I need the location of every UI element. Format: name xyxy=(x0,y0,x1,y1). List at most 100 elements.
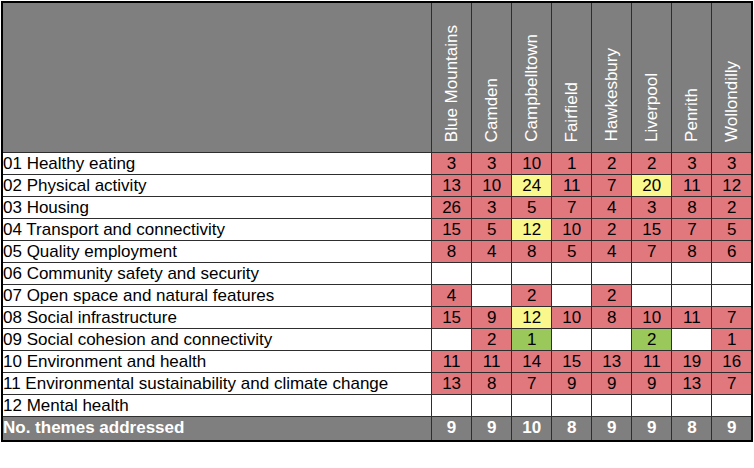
value-cell xyxy=(712,395,752,417)
value-cell: 5 xyxy=(712,219,752,241)
column-header-wollondilly: Wollondilly xyxy=(712,2,752,153)
value-cell: 7 xyxy=(552,197,592,219)
table-row: 12 Mental health xyxy=(2,395,752,417)
column-header-penrith: Penrith xyxy=(672,2,712,153)
value-cell: 10 xyxy=(632,307,672,329)
value-cell: 10 xyxy=(552,307,592,329)
value-cell: 13 xyxy=(432,175,472,197)
value-cell: 8 xyxy=(432,241,472,263)
row-label: 05 Quality employment xyxy=(2,241,432,263)
value-cell xyxy=(432,395,472,417)
column-header-label: Wollondilly xyxy=(723,61,740,142)
value-cell: 10 xyxy=(472,175,512,197)
value-cell: 11 xyxy=(672,307,712,329)
row-label: 01 Healthy eating xyxy=(2,153,432,175)
value-cell: 3 xyxy=(632,197,672,219)
value-cell: 11 xyxy=(472,351,512,373)
value-cell: 9 xyxy=(472,307,512,329)
value-cell xyxy=(512,263,552,285)
column-header-label: Campbelltown xyxy=(523,34,540,142)
value-cell: 11 xyxy=(552,175,592,197)
value-cell: 3 xyxy=(712,153,752,175)
value-cell xyxy=(632,285,672,307)
value-cell: 8 xyxy=(672,241,712,263)
table-row: 01 Healthy eating331012233 xyxy=(2,153,752,175)
value-cell: 5 xyxy=(552,241,592,263)
value-cell: 5 xyxy=(512,197,552,219)
column-header-liverpool: Liverpool xyxy=(632,2,672,153)
value-cell: 10 xyxy=(552,219,592,241)
table-row: 03 Housing263574382 xyxy=(2,197,752,219)
table-row: 11 Environmental sustainability and clim… xyxy=(2,373,752,395)
table-row: 06 Community safety and security xyxy=(2,263,752,285)
value-cell: 12 xyxy=(512,219,552,241)
column-header-camden: Camden xyxy=(472,2,512,153)
value-cell xyxy=(592,329,632,351)
table-row: 09 Social cohesion and connectivity2121 xyxy=(2,329,752,351)
table-row: 07 Open space and natural features422 xyxy=(2,285,752,307)
value-cell: 15 xyxy=(432,219,472,241)
corner-cell xyxy=(2,2,432,153)
row-label: 10 Environment and health xyxy=(2,351,432,373)
value-cell: 2 xyxy=(472,329,512,351)
row-label: 06 Community safety and security xyxy=(2,263,432,285)
value-cell xyxy=(552,263,592,285)
value-cell: 13 xyxy=(672,373,712,395)
row-label: 04 Transport and connectivity xyxy=(2,219,432,241)
table-row: 02 Physical activity131024117201112 xyxy=(2,175,752,197)
column-header-row: Blue MountainsCamden Campbelltown Fairfiel… xyxy=(2,2,752,153)
table-row: 05 Quality employment84854786 xyxy=(2,241,752,263)
value-cell xyxy=(672,263,712,285)
themes-matrix-figure: Blue MountainsCamden Campbelltown Fairfiel… xyxy=(0,0,754,468)
row-label: 03 Housing xyxy=(2,197,432,219)
row-label: 08 Social infrastructure xyxy=(2,307,432,329)
value-cell: 8 xyxy=(592,307,632,329)
value-cell: 4 xyxy=(472,241,512,263)
value-cell xyxy=(592,395,632,417)
value-cell xyxy=(472,395,512,417)
value-cell xyxy=(712,285,752,307)
value-cell xyxy=(552,329,592,351)
value-cell: 16 xyxy=(712,351,752,373)
value-cell: 8 xyxy=(472,373,512,395)
value-cell: 5 xyxy=(472,219,512,241)
value-cell: 24 xyxy=(512,175,552,197)
value-cell: 11 xyxy=(672,175,712,197)
value-cell: 8 xyxy=(512,241,552,263)
value-cell: 9 xyxy=(632,373,672,395)
value-cell: 4 xyxy=(592,197,632,219)
value-cell: 13 xyxy=(592,351,632,373)
value-cell: 3 xyxy=(472,153,512,175)
column-header-hawkesbury: Hawkesbury xyxy=(592,2,632,153)
value-cell: 13 xyxy=(432,373,472,395)
footer-value-cell: 9 xyxy=(432,417,472,441)
value-cell xyxy=(632,263,672,285)
footer-value-cell: 8 xyxy=(672,417,712,441)
value-cell: 15 xyxy=(432,307,472,329)
value-cell xyxy=(672,285,712,307)
table-row: 08 Social infrastructure1591210810117 xyxy=(2,307,752,329)
table-row: 04 Transport and connectivity15512102157… xyxy=(2,219,752,241)
value-cell: 7 xyxy=(632,241,672,263)
value-cell: 11 xyxy=(632,351,672,373)
value-cell: 14 xyxy=(512,351,552,373)
value-cell: 10 xyxy=(512,153,552,175)
value-cell xyxy=(552,395,592,417)
value-cell: 2 xyxy=(632,153,672,175)
value-cell xyxy=(512,395,552,417)
value-cell: 2 xyxy=(712,197,752,219)
column-header-fairfield: Fairfield xyxy=(552,2,592,153)
value-cell: 7 xyxy=(712,307,752,329)
value-cell xyxy=(672,395,712,417)
value-cell: 4 xyxy=(432,285,472,307)
footer-value-cell: 8 xyxy=(552,417,592,441)
value-cell: 9 xyxy=(592,373,632,395)
footer-value-cell: 9 xyxy=(592,417,632,441)
value-cell: 3 xyxy=(672,153,712,175)
value-cell: 1 xyxy=(512,329,552,351)
value-cell: 3 xyxy=(472,197,512,219)
column-header-label: Hawkesbury xyxy=(603,48,620,142)
value-cell: 7 xyxy=(672,219,712,241)
value-cell: 1 xyxy=(552,153,592,175)
column-header-blue-mountains: Blue Mountains xyxy=(432,2,472,153)
